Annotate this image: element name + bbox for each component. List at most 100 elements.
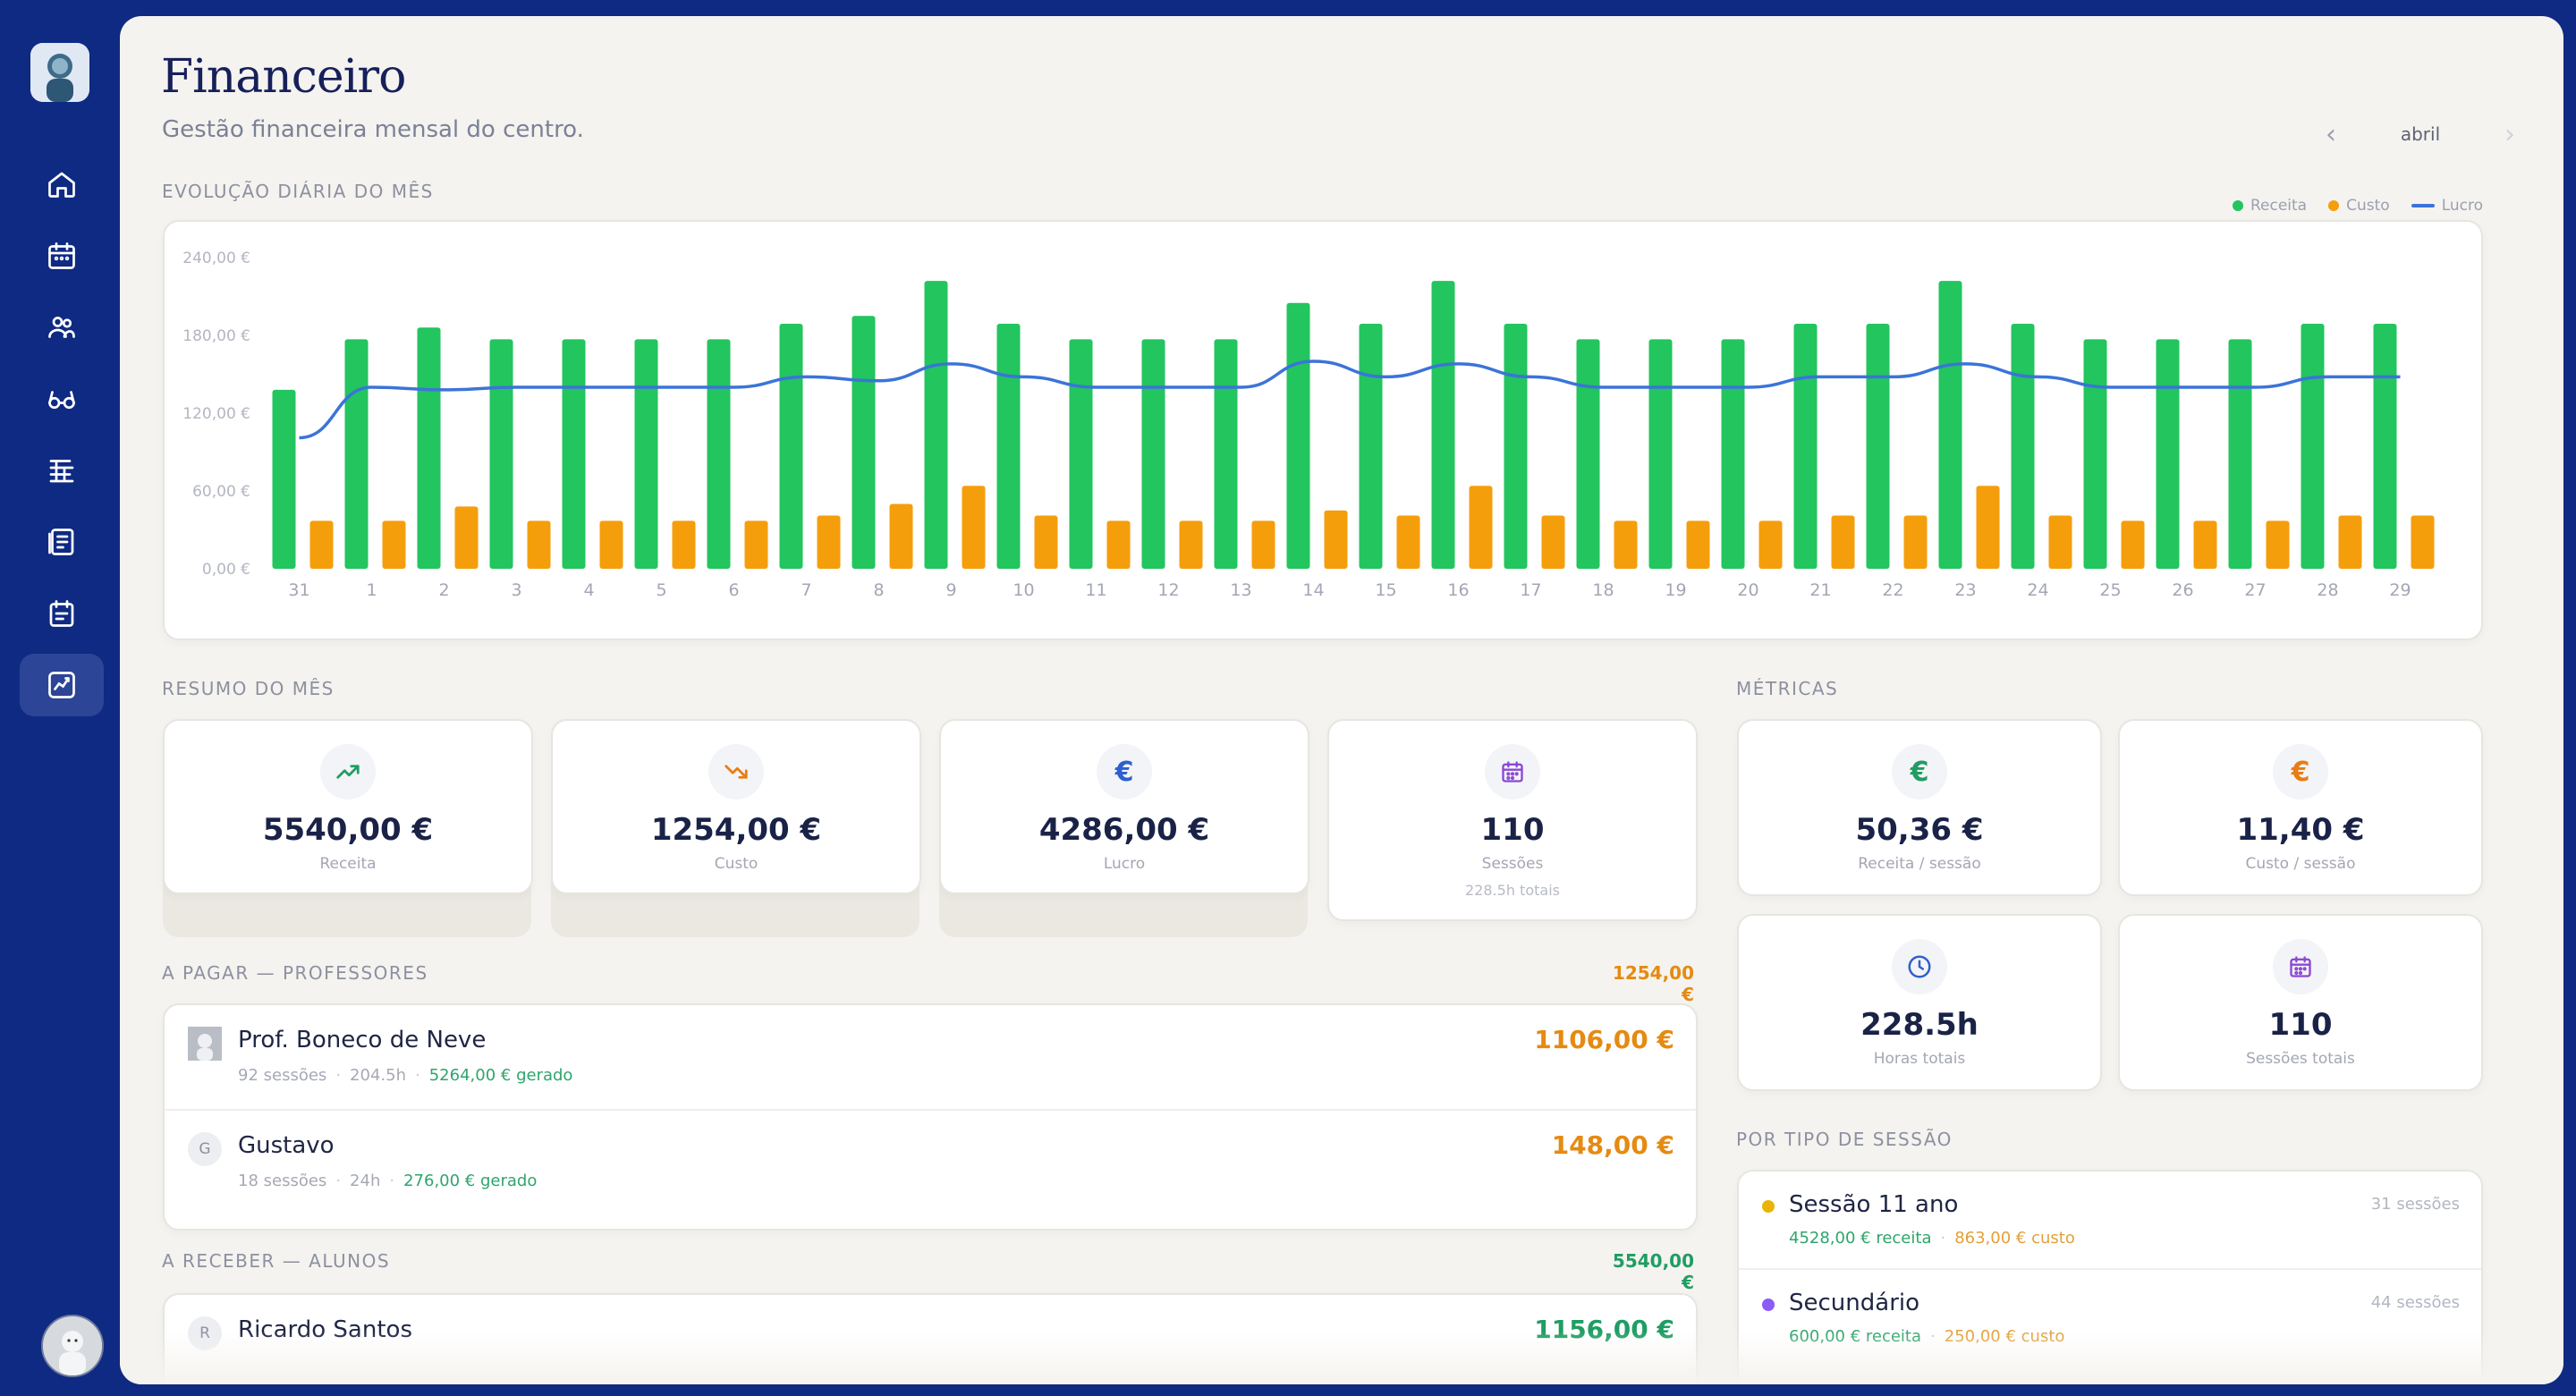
bar-receita[interactable] — [1359, 323, 1383, 569]
glasses-icon — [48, 391, 75, 410]
bar-receita[interactable] — [852, 316, 876, 569]
summary-card-sessoes: 110 Sessões 228.5h totais — [1327, 719, 1698, 921]
chart-icon — [48, 672, 75, 698]
x-tick-label: 31 — [288, 580, 309, 600]
month-navigator: ‹ abril › — [2313, 114, 2528, 154]
bar-receita[interactable] — [996, 323, 1021, 569]
bar-custo[interactable] — [454, 506, 479, 569]
bar-receita[interactable] — [344, 339, 369, 569]
session-types-label: POR TIPO DE SESSÃO — [1736, 1129, 1953, 1150]
bar-custo[interactable] — [962, 486, 986, 569]
bar-custo[interactable] — [1469, 486, 1493, 569]
bar-custo[interactable] — [2193, 520, 2217, 569]
chevron-left-icon[interactable]: ‹ — [2326, 118, 2336, 150]
avatar — [188, 1027, 222, 1061]
bar-receita[interactable] — [1793, 323, 1818, 569]
bar-custo[interactable] — [309, 520, 334, 569]
bar-receita[interactable] — [2301, 323, 2325, 569]
bar-receita[interactable] — [562, 339, 586, 569]
sidebar-item-calendar[interactable] — [20, 224, 104, 287]
bar-receita[interactable] — [1648, 339, 1673, 569]
app-logo[interactable] — [30, 43, 89, 102]
list-item[interactable]: R Ricardo Santos 1156,00 € — [165, 1295, 1696, 1384]
bar-receita[interactable] — [2083, 339, 2107, 569]
bar-custo[interactable] — [1324, 510, 1348, 569]
bar-custo[interactable] — [1396, 515, 1420, 569]
bar-receita[interactable] — [417, 327, 441, 569]
bar-receita[interactable] — [1141, 339, 1165, 569]
bar-receita[interactable] — [489, 339, 513, 569]
sidebar-item-checklist[interactable] — [20, 511, 104, 573]
bar-custo[interactable] — [2411, 515, 2435, 569]
page-subtitle: Gestão financeira mensal do centro. — [162, 116, 584, 143]
x-tick-label: 22 — [1882, 580, 1903, 600]
bar-receita[interactable] — [2228, 339, 2252, 569]
list-item[interactable]: G Gustavo 18 sessões · 24h · 276,00 € gerado… — [165, 1109, 1696, 1214]
bar-receita[interactable] — [2011, 323, 2035, 569]
bar-receita[interactable] — [1938, 281, 1962, 569]
bar-receita[interactable] — [1504, 323, 1528, 569]
x-tick-label: 21 — [1809, 580, 1831, 600]
bar-receita[interactable] — [1286, 302, 1310, 569]
x-tick-label: 9 — [945, 580, 956, 600]
bar-receita[interactable] — [1721, 339, 1745, 569]
bar-custo[interactable] — [2048, 515, 2072, 569]
calendar-icon — [1485, 744, 1540, 800]
color-dot — [1762, 1200, 1775, 1213]
bar-custo[interactable] — [1686, 520, 1710, 569]
bar-custo[interactable] — [382, 520, 406, 569]
bar-custo[interactable] — [1614, 520, 1638, 569]
bar-custo[interactable] — [1976, 486, 2000, 569]
bar-custo[interactable] — [1179, 520, 1203, 569]
x-tick-label: 24 — [2027, 580, 2048, 600]
bar-receita[interactable] — [634, 339, 658, 569]
bar-custo[interactable] — [1541, 515, 1565, 569]
home-icon — [48, 172, 75, 198]
bar-receita[interactable] — [1431, 281, 1455, 569]
list-item[interactable]: Prof. Boneco de Neve 92 sessões · 204.5h · 5… — [165, 1005, 1696, 1109]
bar-custo[interactable] — [1034, 515, 1058, 569]
chevron-right-icon[interactable]: › — [2504, 118, 2515, 150]
bar-receita[interactable] — [1214, 339, 1238, 569]
bar-receita[interactable] — [272, 389, 296, 569]
user-avatar[interactable] — [41, 1315, 104, 1377]
metric-card-receita-sessao: € 50,36 € Receita / sessão — [1737, 719, 2102, 896]
bar-custo[interactable] — [889, 503, 913, 570]
legend-custo: Custo — [2328, 197, 2390, 215]
bar-receita[interactable] — [1576, 339, 1600, 569]
bar-custo[interactable] — [1758, 520, 1783, 569]
bar-custo[interactable] — [672, 520, 696, 569]
bar-custo[interactable] — [2266, 520, 2290, 569]
bar-custo[interactable] — [1831, 515, 1855, 569]
bar-receita[interactable] — [1069, 339, 1093, 569]
bar-custo[interactable] — [817, 515, 841, 569]
bar-receita[interactable] — [707, 339, 731, 569]
sidebar-item-schedule[interactable] — [20, 582, 104, 645]
bar-custo[interactable] — [527, 520, 551, 569]
list-item[interactable]: Sessão 11 ano 4528,00 € receita · 863,00 €… — [1739, 1172, 2481, 1268]
bar-receita[interactable] — [779, 323, 803, 569]
bar-receita[interactable] — [2156, 339, 2180, 569]
sidebar-item-glasses[interactable] — [20, 368, 104, 430]
bar-receita[interactable] — [1866, 323, 1890, 569]
x-tick-label: 2 — [438, 580, 449, 600]
x-tick-label: 29 — [2389, 580, 2411, 600]
bar-receita[interactable] — [2373, 323, 2397, 569]
bar-custo[interactable] — [2338, 515, 2362, 569]
books-icon — [49, 460, 74, 483]
bar-custo[interactable] — [1106, 520, 1131, 569]
sidebar-item-books[interactable] — [20, 439, 104, 502]
list-item[interactable]: Secundário 600,00 € receita · 250,00 € cus… — [1739, 1268, 2481, 1366]
sidebar-item-home[interactable] — [20, 153, 104, 216]
sidebar-item-people[interactable] — [20, 296, 104, 359]
bar-custo[interactable] — [599, 520, 623, 569]
color-dot — [1762, 1299, 1775, 1311]
bar-custo[interactable] — [1903, 515, 1928, 569]
sidebar-item-finance[interactable] — [20, 654, 104, 716]
trend-down-icon — [708, 744, 764, 800]
bar-receita[interactable] — [924, 281, 948, 569]
bar-custo[interactable] — [1251, 520, 1275, 569]
x-tick-label: 6 — [728, 580, 739, 600]
bar-custo[interactable] — [2121, 520, 2145, 569]
bar-custo[interactable] — [744, 520, 768, 569]
